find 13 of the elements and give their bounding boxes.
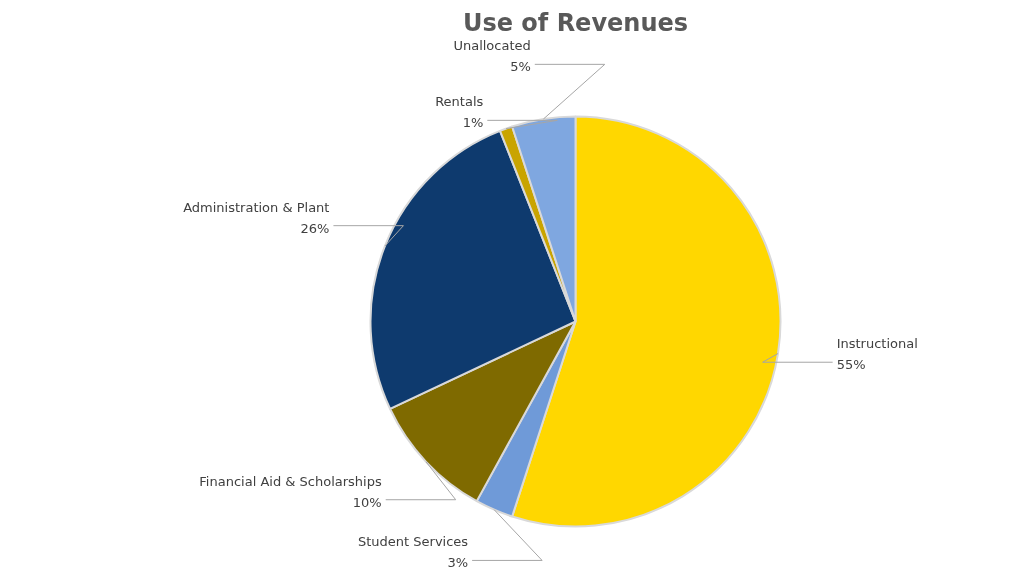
slice-label: Financial Aid & Scholarships [199,473,382,489]
slice-label: Instructional [836,336,918,352]
slice-label: Unallocated [453,38,531,54]
data-label: 3% [447,555,469,571]
data-label: 26% [300,220,330,236]
data-label: 10% [352,494,382,510]
data-label: 5% [510,59,531,75]
slice-label: Student Services [357,534,469,550]
slice-label: Administration & Plant [183,199,330,215]
chart-title: Use of Revenues [462,8,689,37]
slice-label: Rentals [435,94,484,110]
data-label: 55% [836,357,866,373]
data-label: 1% [462,115,484,131]
